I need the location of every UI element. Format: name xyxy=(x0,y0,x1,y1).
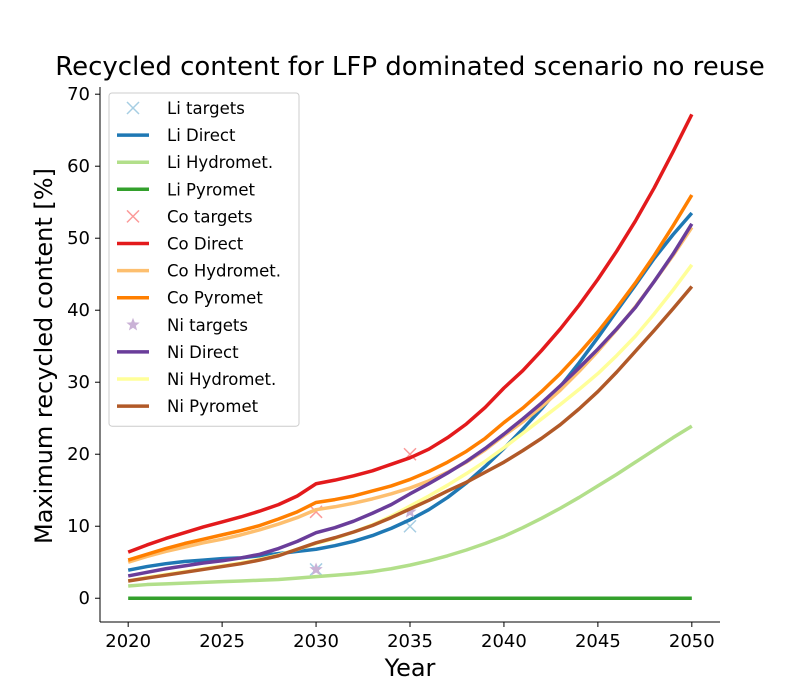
axes: 2020 2025 2030 2035 2040 2045 2050010203040506… xyxy=(67,84,720,652)
legend-label-co-pyromet: Co Pyromet xyxy=(167,289,263,308)
co-direct-line xyxy=(127,113,694,554)
legend-label-co-targets: Co targets xyxy=(167,207,253,226)
legend-label-li-direct: Li Direct xyxy=(167,126,236,145)
co-pyromet-line xyxy=(127,194,694,562)
ni-direct-line xyxy=(127,222,694,578)
li-hydromet-line xyxy=(128,424,693,588)
y-tick-label: 30 xyxy=(67,372,90,393)
legend-label-ni-pyromet: Ni Pyromet xyxy=(167,397,259,416)
chart-title: Recycled content for LFP dominated scena… xyxy=(55,52,765,82)
legend-label-ni-direct: Ni Direct xyxy=(167,343,239,362)
legend: Li targets Li Direct Li Hydromet. Li Pyrome… xyxy=(108,92,300,427)
plot-area xyxy=(127,113,694,600)
x-tick-label: 2035 xyxy=(387,631,433,652)
legend-label-li-hydromet: Li Hydromet. xyxy=(167,153,273,172)
ni-pyromet-line xyxy=(127,285,694,583)
y-axis-label: Maximum recycled content [%] xyxy=(30,168,58,544)
y-tick-label: 20 xyxy=(67,444,90,465)
li-direct-line xyxy=(127,211,694,572)
x-tick-label: 2040 xyxy=(481,631,527,652)
x-tick-label: 2020 xyxy=(105,631,151,652)
y-tick-label: 0 xyxy=(79,588,90,609)
legend-box xyxy=(108,92,300,427)
y-tick-label: 60 xyxy=(67,156,90,177)
ni-targets-point xyxy=(309,562,323,576)
y-tick-label: 10 xyxy=(67,516,90,537)
x-tick-label: 2030 xyxy=(293,631,339,652)
legend-label-li-pyromet: Li Pyromet xyxy=(167,180,255,199)
legend-label-ni-hydromet: Ni Hydromet. xyxy=(167,370,276,389)
y-tick-label: 50 xyxy=(67,228,90,249)
x-tick-label: 2025 xyxy=(199,631,245,652)
ni-targets-point xyxy=(403,504,417,518)
legend-swatch-co-targets xyxy=(126,209,140,223)
legend-label-co-direct: Co Direct xyxy=(167,235,244,254)
x-tick-label: 2045 xyxy=(575,631,621,652)
y-tick-label: 70 xyxy=(67,84,90,105)
legend-label-ni-targets: Ni targets xyxy=(167,316,248,335)
legend-swatch-li-targets xyxy=(126,101,140,115)
y-tick-label: 40 xyxy=(67,300,90,321)
legend-swatch-ni-targets xyxy=(126,317,140,331)
x-axis-label: Year xyxy=(384,654,436,682)
legend-label-li-targets: Li targets xyxy=(167,99,245,118)
legend-label-co-hydromet: Co Hydromet. xyxy=(167,262,281,281)
x-tick-label: 2050 xyxy=(669,631,715,652)
